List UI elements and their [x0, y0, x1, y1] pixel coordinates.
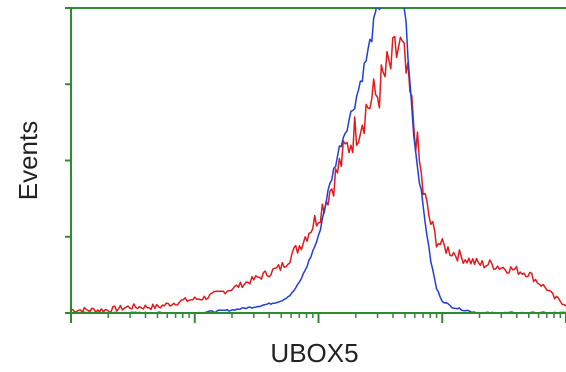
y-axis-label: Events: [13, 121, 43, 201]
plot-area-group: [65, 7, 566, 323]
plot-background: [71, 8, 566, 313]
series-line-red: [71, 35, 566, 314]
x-axis-ticks: [70, 313, 566, 323]
y-axis-ticks: [65, 7, 71, 314]
x-axis-label: UBOX5: [270, 338, 358, 368]
